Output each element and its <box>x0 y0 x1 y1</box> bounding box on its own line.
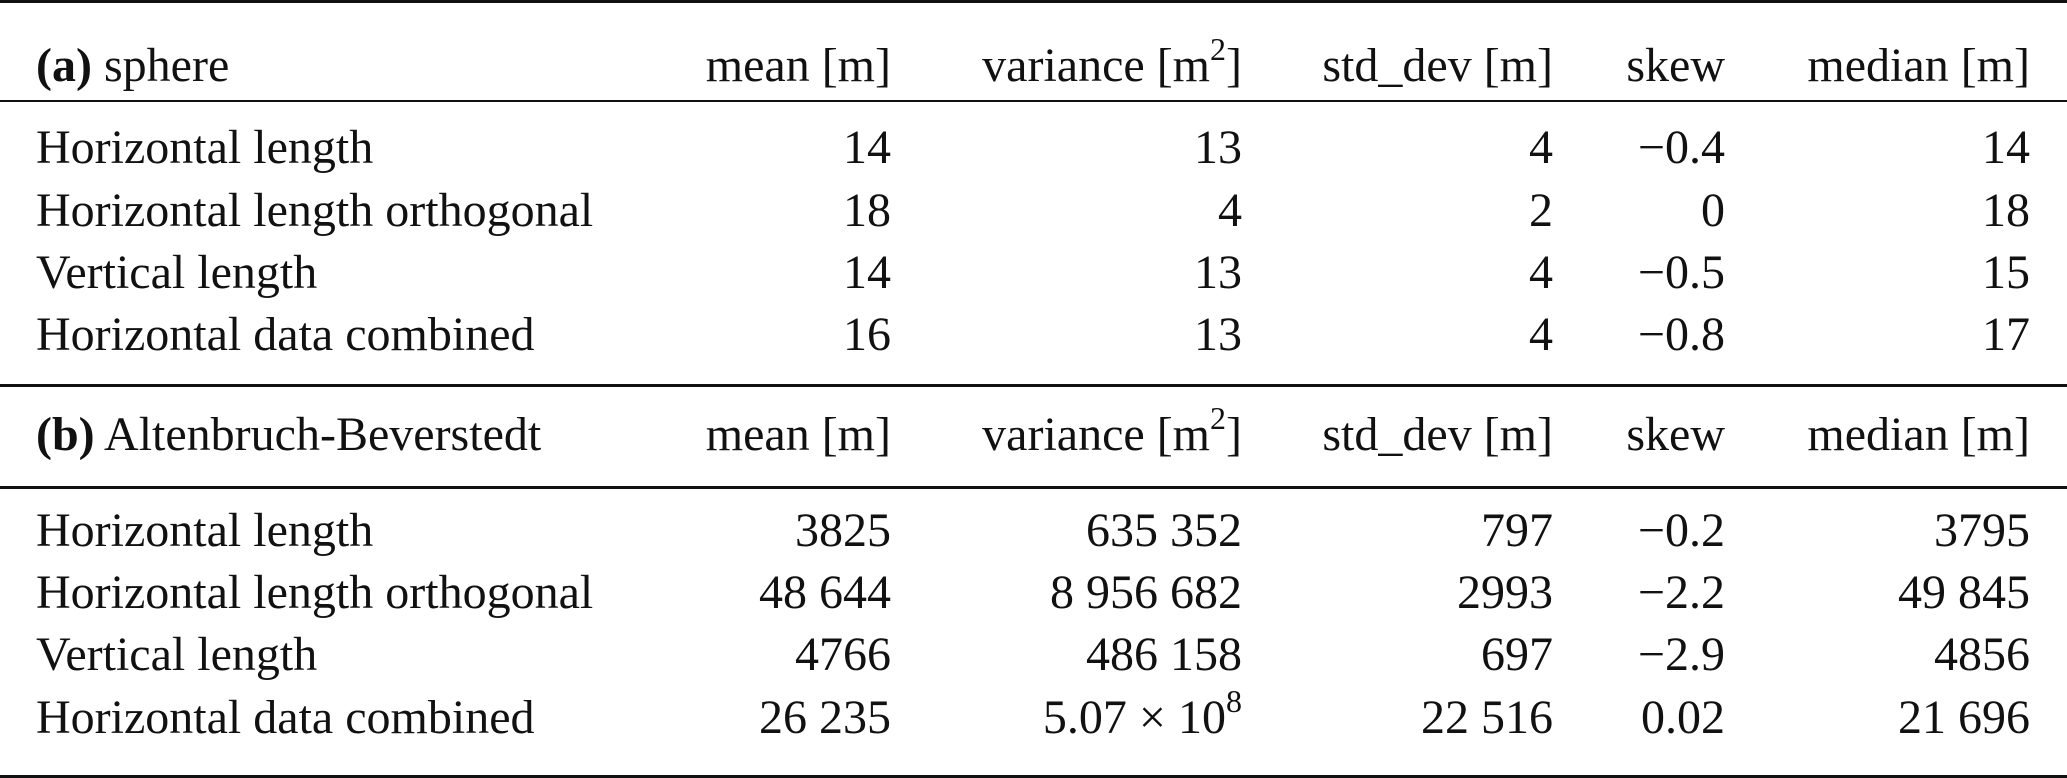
column-header-text: skew <box>1626 39 1725 92</box>
column-header-mean: mean [m] <box>706 405 891 465</box>
cell-mean: 48 644 <box>759 566 891 619</box>
superscript: 2 <box>1210 31 1227 67</box>
cell-std-dev: 4 <box>1529 121 1553 174</box>
column-header-variance: variance [m2] <box>982 33 1242 96</box>
column-header-text: variance [m <box>982 39 1211 92</box>
panel-top-rule <box>0 384 2067 387</box>
cell-variance: 486 158 <box>1086 628 1242 681</box>
column-header-text: mean [m] <box>705 408 891 461</box>
column-header-median: median [m] <box>1807 405 2030 465</box>
row-label: Horizontal length orthogonal <box>36 566 594 619</box>
column-header-suffix: ] <box>1226 408 1242 461</box>
column-header-skew: skew <box>1626 405 1725 465</box>
cell-variance: 13 <box>1194 121 1242 174</box>
cell-variance: 5.07 × 108 <box>1042 685 1242 748</box>
column-header-median: median [m] <box>1807 36 2030 96</box>
cell-std-dev: 4 <box>1529 308 1553 361</box>
column-header-text: std_dev [m] <box>1322 408 1553 461</box>
cell-mean: 14 <box>843 121 891 174</box>
cell-variance: 635 352 <box>1086 504 1242 557</box>
cell-std-dev: 797 <box>1481 504 1553 557</box>
row-label: Horizontal length orthogonal <box>36 184 594 237</box>
column-header-text: median [m] <box>1807 39 2030 92</box>
row-label: Horizontal length <box>36 121 374 174</box>
cell-skew: −0.4 <box>1637 121 1725 174</box>
row-label: Vertical length <box>36 246 318 299</box>
panel-name: sphere <box>103 39 230 92</box>
cell-std-dev: 22 516 <box>1421 691 1553 744</box>
column-header-std-dev: std_dev [m] <box>1322 405 1553 465</box>
cell-skew: −0.8 <box>1637 308 1725 361</box>
row-label: Horizontal data combined <box>36 691 535 744</box>
column-header-std-dev: std_dev [m] <box>1322 36 1553 96</box>
column-header-skew: skew <box>1626 36 1725 96</box>
superscript: 2 <box>1210 400 1227 436</box>
value-base: 5.07 × 10 <box>1042 691 1226 744</box>
column-header-mean: mean [m] <box>706 36 891 96</box>
cell-skew: −0.2 <box>1637 504 1725 557</box>
column-header-text: variance [m <box>982 408 1211 461</box>
column-header-variance: variance [m2] <box>982 402 1242 465</box>
column-header-text: mean [m] <box>705 39 891 92</box>
cell-variance: 8 956 682 <box>1050 566 1242 619</box>
cell-mean: 14 <box>843 246 891 299</box>
cell-mean: 18 <box>843 184 891 237</box>
panel-tag: (b) <box>36 408 95 461</box>
panel-title: (a) sphere <box>36 36 229 96</box>
cell-median: 18 <box>1982 184 2030 237</box>
cell-skew: 0.02 <box>1641 691 1725 744</box>
cell-variance: 13 <box>1194 246 1242 299</box>
cell-skew: −2.2 <box>1637 566 1725 619</box>
cell-skew: −0.5 <box>1637 246 1725 299</box>
column-header-text: median [m] <box>1807 408 2030 461</box>
cell-median: 49 845 <box>1898 566 2030 619</box>
cell-mean: 4766 <box>795 628 891 681</box>
column-header-text: std_dev [m] <box>1322 39 1553 92</box>
cell-median: 21 696 <box>1898 691 2030 744</box>
cell-mean: 16 <box>843 308 891 361</box>
cell-std-dev: 2993 <box>1457 566 1553 619</box>
panel-title: (b) Altenbruch-Beverstedt <box>36 405 541 465</box>
cell-std-dev: 2 <box>1529 184 1553 237</box>
cell-median: 15 <box>1982 246 2030 299</box>
panel-top-rule <box>0 0 2067 3</box>
column-header-suffix: ] <box>1226 39 1242 92</box>
row-label: Horizontal length <box>36 504 374 557</box>
cell-variance: 13 <box>1194 308 1242 361</box>
cell-mean: 26 235 <box>759 691 891 744</box>
cell-std-dev: 4 <box>1529 246 1553 299</box>
cell-variance: 4 <box>1218 184 1242 237</box>
row-label: Horizontal data combined <box>36 308 535 361</box>
cell-mean: 3825 <box>795 504 891 557</box>
cell-skew: −2.9 <box>1637 628 1725 681</box>
cell-std-dev: 697 <box>1481 628 1553 681</box>
panel-name: Altenbruch-Beverstedt <box>104 408 542 461</box>
header-rule <box>0 100 2067 102</box>
cell-median: 3795 <box>1934 504 2030 557</box>
header-rule <box>0 486 2067 489</box>
cell-median: 4856 <box>1934 628 2030 681</box>
value-exponent: 8 <box>1226 683 1242 719</box>
cell-skew: 0 <box>1701 184 1725 237</box>
row-label: Vertical length <box>36 628 318 681</box>
cell-median: 14 <box>1982 121 2030 174</box>
cell-median: 17 <box>1982 308 2030 361</box>
column-header-text: skew <box>1626 408 1725 461</box>
panel-tag: (a) <box>36 39 92 92</box>
